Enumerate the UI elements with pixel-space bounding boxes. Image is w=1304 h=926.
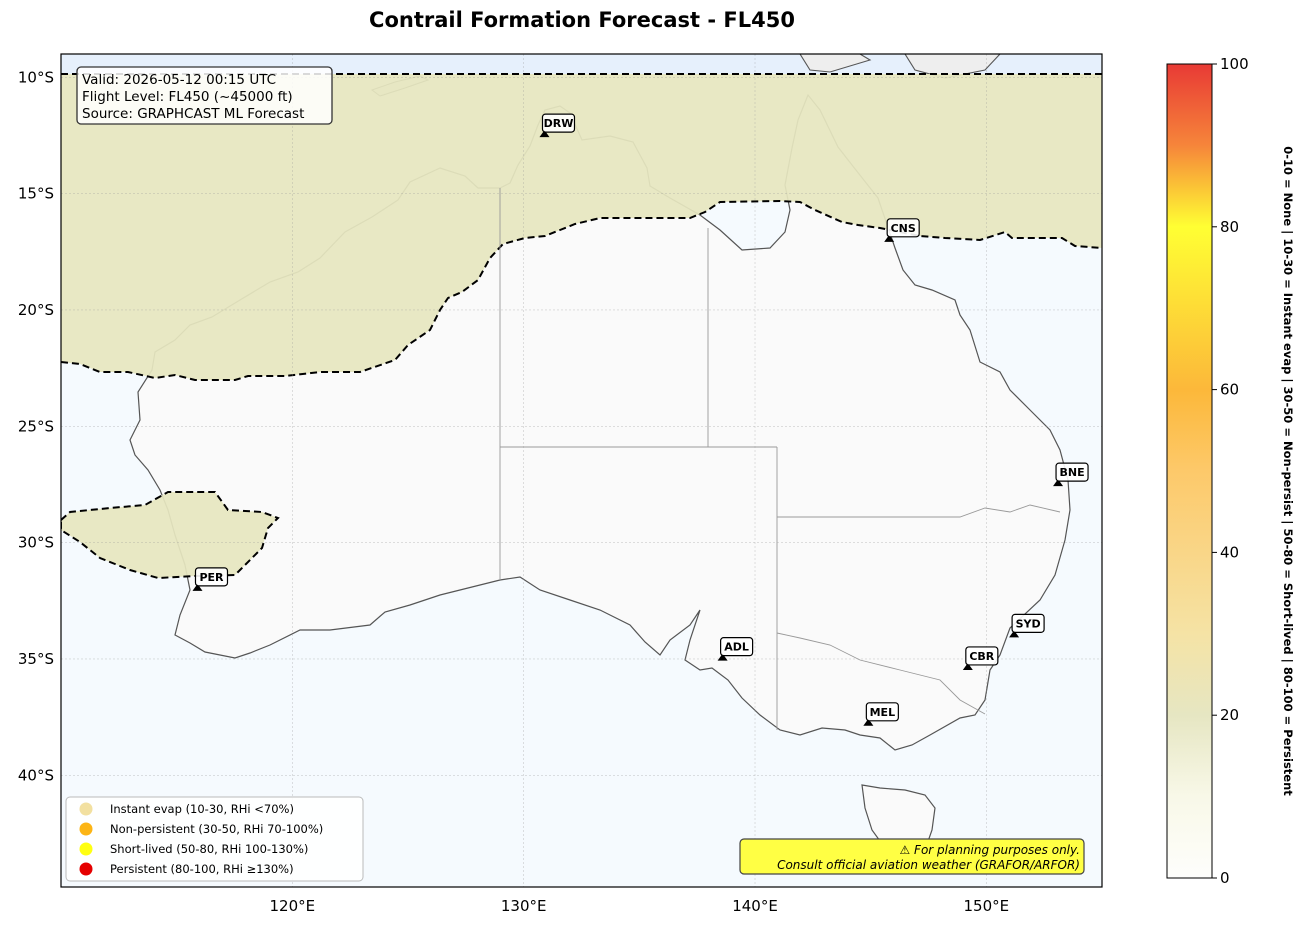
station-label: DRW bbox=[544, 117, 574, 130]
colorbar-tick-label: 60 bbox=[1220, 381, 1239, 399]
station-drw: DRW bbox=[539, 113, 576, 138]
station-mel: MEL bbox=[863, 702, 899, 726]
station-label-box bbox=[1055, 462, 1089, 482]
legend-label: Non-persistent (30-50, RHi 70-100%) bbox=[110, 822, 323, 836]
colorbar-label: 0-10 = None | 10-30 = Instant evap | 30-… bbox=[1281, 146, 1295, 796]
lat-tick-label: 30°S bbox=[18, 534, 54, 552]
station-markers: DRW CNS BNE PER SYD CBR ADL MEL bbox=[192, 113, 1089, 726]
lat-tick-label: 40°S bbox=[18, 766, 54, 784]
colorbar-tick-label: 100 bbox=[1220, 55, 1249, 73]
warning-line-2: Consult official aviation weather (GRAFO… bbox=[777, 858, 1080, 872]
station-label-box bbox=[720, 637, 754, 657]
station-triangle-icon bbox=[1009, 630, 1020, 638]
colorbar-tick-label: 20 bbox=[1220, 706, 1239, 724]
station-label-box bbox=[865, 702, 899, 722]
lon-tick-label: 140°E bbox=[732, 897, 778, 915]
station-label-box bbox=[194, 567, 229, 587]
station-per: PER bbox=[192, 567, 229, 591]
legend-swatch bbox=[79, 802, 93, 816]
station-triangle-icon bbox=[1053, 479, 1064, 487]
station-triangle-icon bbox=[717, 653, 728, 661]
warning-box: ⚠ For planning purposes only. Consult of… bbox=[739, 838, 1085, 875]
lat-tick-label: 10°S bbox=[18, 68, 54, 86]
station-triangle-icon bbox=[863, 718, 874, 726]
station-label: CBR bbox=[969, 650, 994, 663]
info-box: Valid: 2026-05-12 00:15 UTC Flight Level… bbox=[76, 66, 333, 125]
station-label-box bbox=[1011, 613, 1045, 633]
lat-tick-label: 35°S bbox=[18, 650, 54, 668]
station-triangle-icon bbox=[539, 130, 550, 138]
lat-tick-label: 20°S bbox=[18, 301, 54, 319]
station-cbr: CBR bbox=[962, 646, 999, 670]
colorbar-gradient bbox=[1166, 63, 1213, 879]
legend-swatch bbox=[79, 822, 93, 836]
station-triangle-icon bbox=[962, 662, 973, 670]
lon-tick-label: 120°E bbox=[270, 897, 316, 915]
station-label-box bbox=[541, 113, 576, 133]
lon-tick-label: 130°E bbox=[501, 897, 547, 915]
legend-label: Instant evap (10-30, RHi <70%) bbox=[110, 802, 294, 816]
info-flight-level: Flight Level: FL450 (~45000 ft) bbox=[82, 89, 293, 105]
station-label: MEL bbox=[870, 706, 895, 719]
station-triangle-icon bbox=[884, 234, 895, 242]
legend-swatch bbox=[79, 842, 93, 856]
station-label: SYD bbox=[1016, 617, 1041, 630]
warning-line-1: ⚠ For planning purposes only. bbox=[900, 843, 1080, 857]
lat-tick-label: 25°S bbox=[18, 417, 54, 435]
lat-tick-label: 15°S bbox=[18, 185, 54, 203]
station-triangle-icon bbox=[192, 583, 203, 591]
station-label: BNE bbox=[1059, 466, 1084, 479]
colorbar-tick-label: 80 bbox=[1220, 218, 1239, 236]
legend-label: Persistent (80-100, RHi ≥130%) bbox=[110, 862, 294, 876]
station-bne: BNE bbox=[1053, 462, 1089, 487]
station-cns: CNS bbox=[884, 218, 920, 242]
colorbar-tick-label: 0 bbox=[1220, 869, 1230, 887]
state-borders bbox=[499, 188, 1061, 730]
station-label: PER bbox=[199, 571, 224, 584]
contrail-zone-southwest bbox=[61, 491, 280, 580]
station-label: ADL bbox=[724, 641, 749, 654]
colorbar-tick-label: 40 bbox=[1220, 543, 1239, 561]
map-panel: DRW CNS BNE PER SYD CBR ADL MEL bbox=[61, 54, 1102, 887]
station-label-box bbox=[886, 218, 920, 238]
legend: Instant evap (10-30, RHi <70%) Non-persis… bbox=[65, 796, 364, 882]
contrail-zone-north bbox=[61, 74, 1102, 380]
station-adl: ADL bbox=[717, 637, 754, 661]
longitude-axis: 120°E 130°E 140°E 150°E bbox=[270, 897, 1010, 915]
colorbar: 0 20 40 60 80 100 0-10 = None | 10-30 = Insta… bbox=[1166, 55, 1295, 887]
info-valid: Valid: 2026-05-12 00:15 UTC bbox=[82, 72, 276, 88]
station-label: CNS bbox=[891, 222, 916, 235]
info-source: Source: GRAPHCAST ML Forecast bbox=[82, 106, 304, 122]
legend-swatch bbox=[79, 862, 93, 876]
latitude-axis: 10°S 15°S 20°S 25°S 30°S 35°S 40°S bbox=[18, 68, 54, 784]
station-label-box bbox=[965, 646, 999, 666]
map-frame bbox=[60, 53, 1103, 888]
warning-background bbox=[739, 838, 1085, 875]
lon-tick-label: 150°E bbox=[964, 897, 1010, 915]
station-syd: SYD bbox=[1009, 613, 1045, 638]
legend-label: Short-lived (50-80, RHi 100-130%) bbox=[110, 842, 308, 856]
chart-title: Contrail Formation Forecast - FL450 bbox=[369, 8, 795, 32]
